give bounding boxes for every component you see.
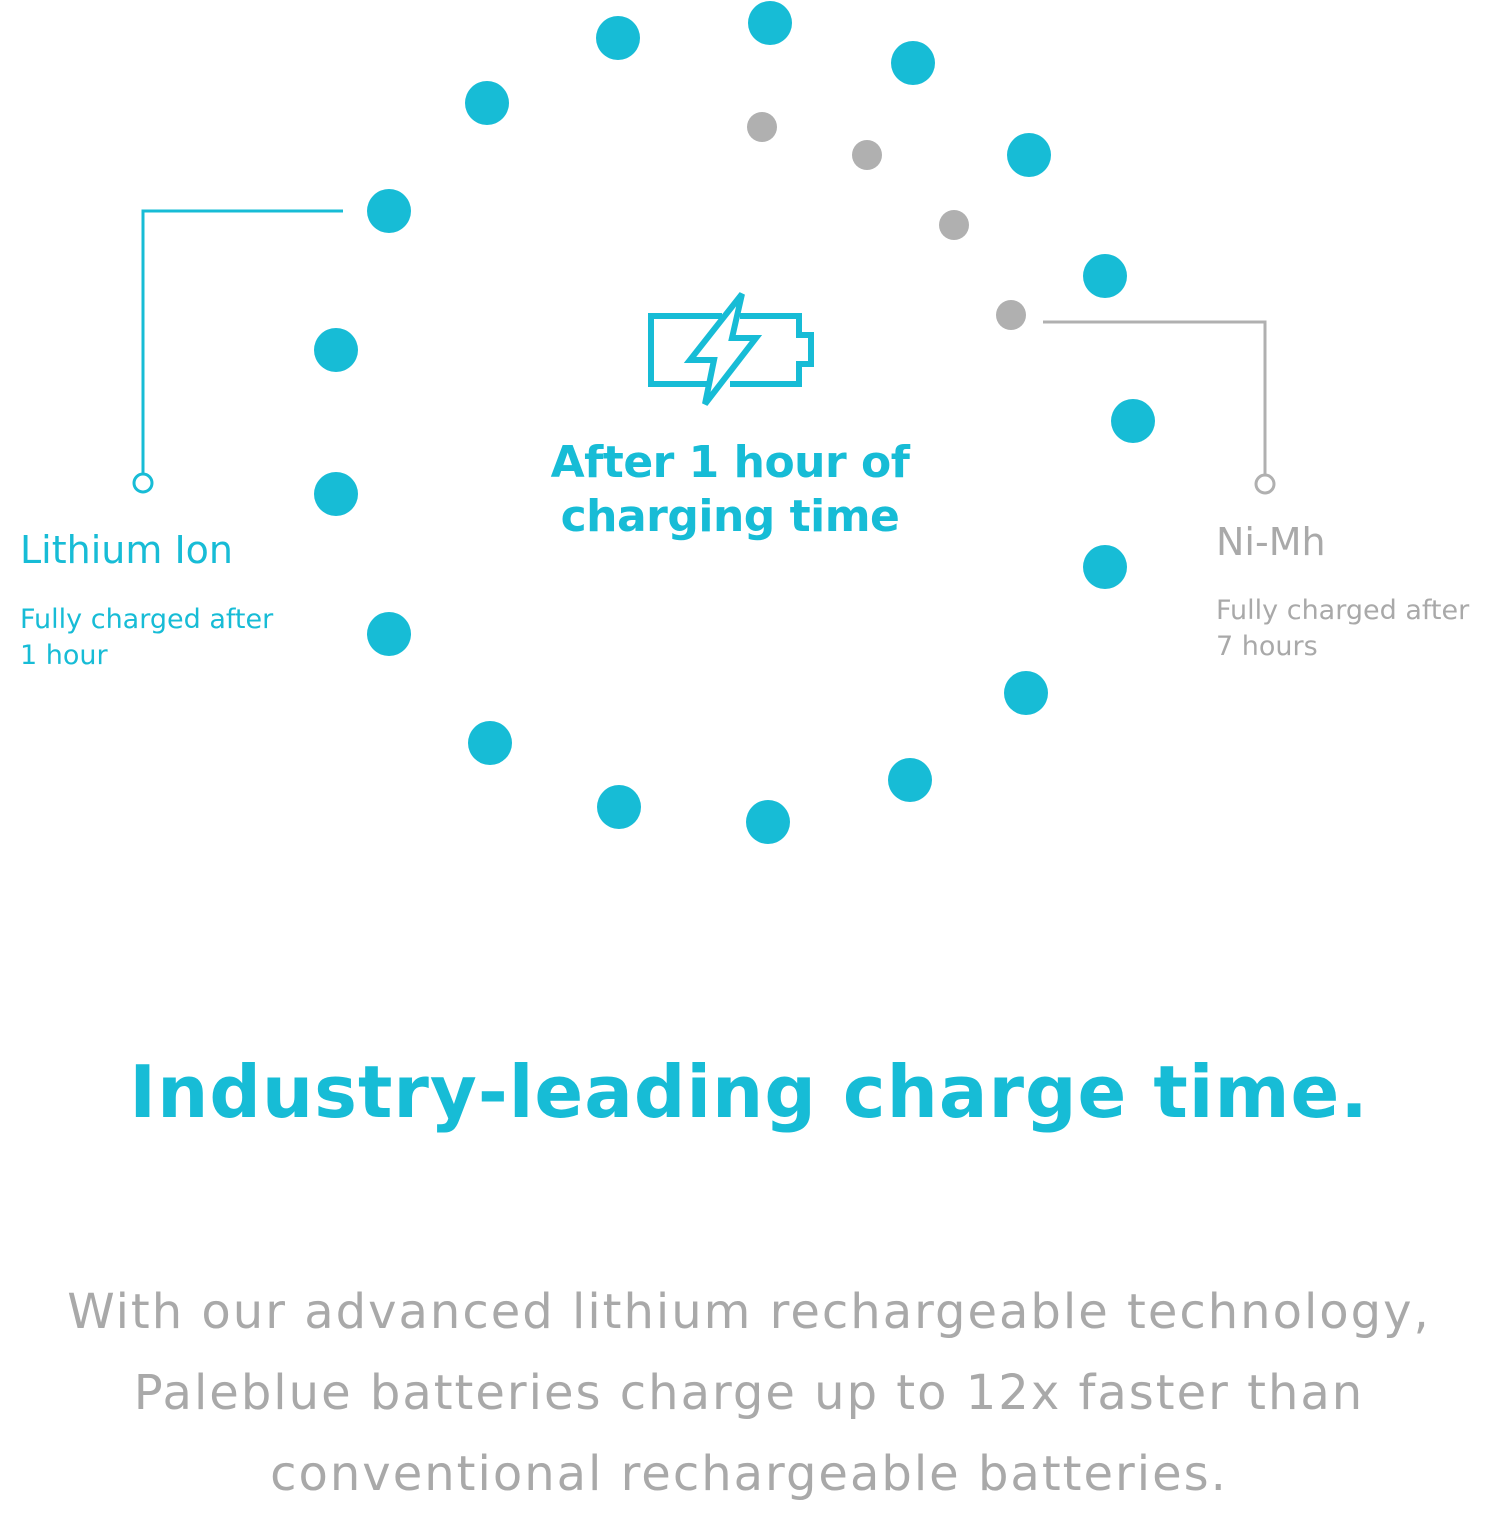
battery-charging-icon bbox=[648, 292, 814, 406]
nimh-subtitle: Fully charged after 7 hours bbox=[1216, 593, 1469, 665]
lithium-subtitle-line: 1 hour bbox=[20, 640, 108, 671]
lithium-dot bbox=[314, 472, 358, 516]
center-caption: After 1 hour of charging time bbox=[480, 436, 980, 544]
nimh-subtitle-line: 7 hours bbox=[1216, 631, 1318, 662]
body-line: With our advanced lithium rechargeable t… bbox=[67, 1284, 1431, 1340]
lithium-subtitle-line: Fully charged after bbox=[20, 604, 274, 635]
center-caption-line: charging time bbox=[560, 491, 900, 542]
nimh-dot bbox=[996, 300, 1026, 330]
nimh-title: Ni-Mh bbox=[1216, 520, 1326, 564]
lithium-dot bbox=[596, 16, 640, 60]
lithium-dot bbox=[891, 41, 935, 85]
headline: Industry-leading charge time. bbox=[129, 1050, 1369, 1134]
lithium-dot bbox=[746, 800, 790, 844]
lithium-dot bbox=[1083, 545, 1127, 589]
lithium-dot bbox=[367, 189, 411, 233]
nimh-dot bbox=[852, 140, 882, 170]
nimh-dot bbox=[939, 210, 969, 240]
body-line: Paleblue batteries charge up to 12x fast… bbox=[133, 1365, 1365, 1421]
lithium-dot bbox=[888, 758, 932, 802]
lithium-dot bbox=[468, 721, 512, 765]
lithium-leader-line bbox=[141, 209, 343, 474]
lithium-title: Lithium Ion bbox=[20, 528, 233, 572]
nimh-leader-end bbox=[1254, 473, 1276, 495]
lithium-dot bbox=[597, 785, 641, 829]
lithium-leader-end bbox=[132, 472, 154, 494]
center-caption-line: After 1 hour of bbox=[550, 437, 910, 488]
lithium-subtitle: Fully charged after 1 hour bbox=[20, 602, 273, 674]
lithium-dot bbox=[1111, 399, 1155, 443]
lithium-dot bbox=[1004, 671, 1048, 715]
nimh-dot bbox=[747, 112, 777, 142]
lithium-dot bbox=[1007, 133, 1051, 177]
nimh-leader-line bbox=[1043, 320, 1267, 475]
lithium-dot bbox=[465, 81, 509, 125]
lithium-dot bbox=[367, 612, 411, 656]
lithium-dot bbox=[1083, 254, 1127, 298]
nimh-subtitle-line: Fully charged after bbox=[1216, 595, 1470, 626]
body-text: With our advanced lithium rechargeable t… bbox=[40, 1272, 1458, 1515]
body-line: conventional rechargeable batteries. bbox=[270, 1446, 1228, 1502]
lithium-dot bbox=[314, 328, 358, 372]
lithium-dot bbox=[748, 1, 792, 45]
